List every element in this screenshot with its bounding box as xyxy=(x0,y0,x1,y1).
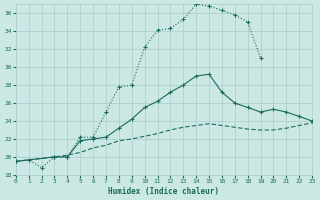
X-axis label: Humidex (Indice chaleur): Humidex (Indice chaleur) xyxy=(108,187,220,196)
